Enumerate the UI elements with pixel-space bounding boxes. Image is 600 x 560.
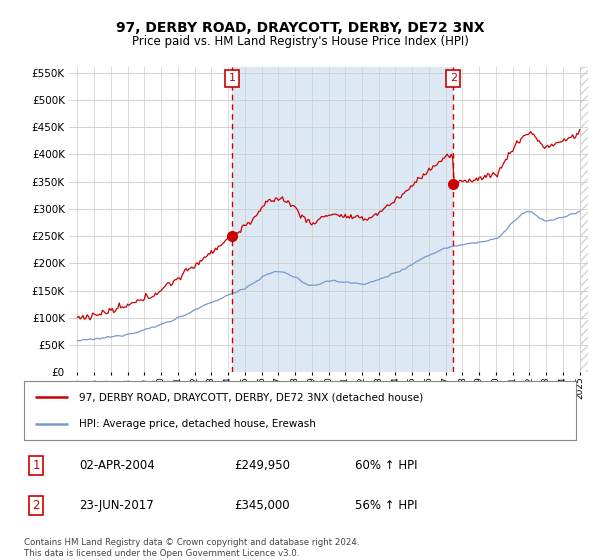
Text: 1: 1: [229, 73, 236, 83]
Text: 2: 2: [32, 499, 40, 512]
Text: 60% ↑ HPI: 60% ↑ HPI: [355, 459, 418, 472]
Text: Contains HM Land Registry data © Crown copyright and database right 2024.: Contains HM Land Registry data © Crown c…: [24, 538, 359, 547]
Text: 1: 1: [32, 459, 40, 472]
Bar: [580, 67, 588, 372]
Text: £249,950: £249,950: [234, 459, 290, 472]
Text: 2: 2: [450, 73, 457, 83]
Text: 56% ↑ HPI: 56% ↑ HPI: [355, 499, 418, 512]
Text: This data is licensed under the Open Government Licence v3.0.: This data is licensed under the Open Gov…: [24, 549, 299, 558]
Text: 97, DERBY ROAD, DRAYCOTT, DERBY, DE72 3NX: 97, DERBY ROAD, DRAYCOTT, DERBY, DE72 3N…: [116, 21, 484, 35]
Text: 23-JUN-2017: 23-JUN-2017: [79, 499, 154, 512]
Text: HPI: Average price, detached house, Erewash: HPI: Average price, detached house, Erew…: [79, 419, 316, 430]
Text: 02-APR-2004: 02-APR-2004: [79, 459, 155, 472]
Text: Price paid vs. HM Land Registry's House Price Index (HPI): Price paid vs. HM Land Registry's House …: [131, 35, 469, 48]
Text: £345,000: £345,000: [234, 499, 289, 512]
Bar: [232, 67, 454, 372]
Text: 97, DERBY ROAD, DRAYCOTT, DERBY, DE72 3NX (detached house): 97, DERBY ROAD, DRAYCOTT, DERBY, DE72 3N…: [79, 392, 424, 402]
